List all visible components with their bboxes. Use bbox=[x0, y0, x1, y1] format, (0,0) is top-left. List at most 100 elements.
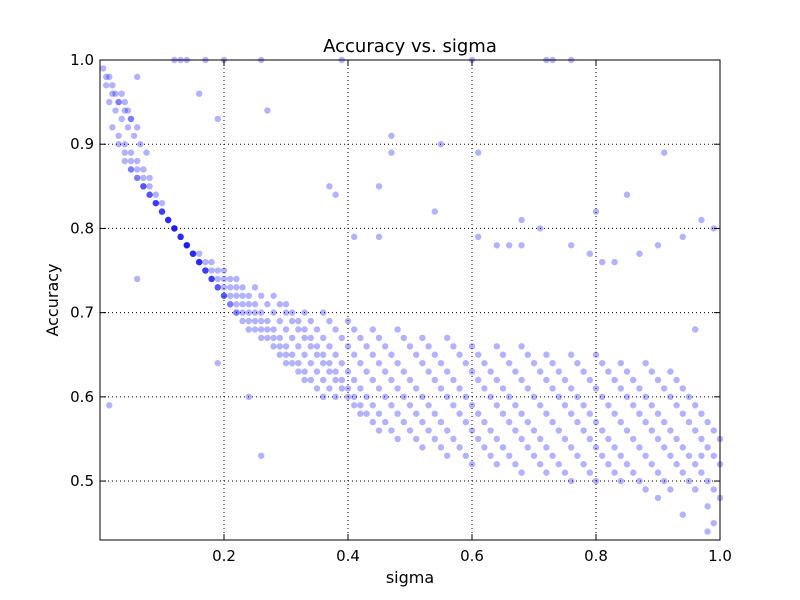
axis-ticks: 0.2 0.4 0.6 0.8 1.0 0.5 0.6 0.7 0.8 0.9 1.0 bbox=[70, 51, 732, 565]
data-point bbox=[233, 301, 240, 308]
data-point bbox=[289, 309, 296, 316]
data-point bbox=[592, 351, 600, 358]
x-tick-label: 1.0 bbox=[708, 547, 732, 565]
data-point bbox=[320, 334, 327, 342]
data-point bbox=[307, 359, 314, 367]
data-point bbox=[661, 418, 668, 426]
data-point bbox=[140, 166, 147, 173]
data-point bbox=[617, 477, 624, 485]
data-point bbox=[704, 528, 711, 535]
data-point bbox=[112, 90, 119, 97]
data-point bbox=[599, 258, 606, 266]
data-point bbox=[685, 393, 693, 401]
data-point bbox=[109, 82, 116, 89]
data-point bbox=[679, 385, 686, 392]
data-point bbox=[351, 402, 358, 409]
data-point bbox=[642, 393, 649, 401]
data-point bbox=[282, 326, 290, 333]
data-point bbox=[642, 486, 649, 493]
data-point bbox=[636, 444, 643, 451]
data-point bbox=[580, 368, 587, 375]
data-point bbox=[344, 393, 352, 401]
data-point bbox=[654, 494, 662, 502]
data-point bbox=[338, 334, 345, 342]
data-point bbox=[524, 444, 531, 451]
data-point bbox=[369, 351, 376, 358]
data-point bbox=[307, 317, 314, 325]
data-point bbox=[685, 452, 693, 459]
data-point bbox=[493, 402, 500, 409]
data-point bbox=[444, 334, 451, 342]
data-point bbox=[568, 351, 575, 358]
data-point bbox=[611, 258, 618, 266]
data-point bbox=[258, 326, 265, 333]
data-point bbox=[99, 65, 107, 72]
data-point bbox=[475, 435, 482, 443]
data-point bbox=[382, 418, 389, 426]
data-point bbox=[282, 309, 290, 316]
data-point bbox=[189, 250, 197, 257]
data-point bbox=[121, 107, 128, 114]
data-point bbox=[704, 503, 711, 510]
data-point bbox=[537, 461, 544, 468]
data-point bbox=[623, 368, 631, 375]
data-point bbox=[363, 410, 370, 417]
data-point bbox=[518, 216, 525, 224]
data-point bbox=[344, 343, 352, 350]
data-point bbox=[165, 216, 172, 224]
data-point bbox=[332, 376, 339, 384]
data-point bbox=[431, 376, 438, 384]
data-point bbox=[456, 410, 463, 417]
data-point bbox=[208, 275, 215, 283]
data-point bbox=[462, 393, 469, 401]
data-point bbox=[134, 157, 141, 165]
data-point bbox=[171, 225, 178, 232]
data-point bbox=[103, 73, 110, 81]
data-point bbox=[313, 343, 321, 350]
data-point bbox=[363, 368, 370, 375]
data-point bbox=[456, 351, 463, 358]
data-point bbox=[326, 385, 333, 392]
data-point bbox=[127, 149, 135, 156]
data-point bbox=[233, 309, 240, 316]
data-point bbox=[537, 368, 544, 375]
data-point bbox=[487, 393, 494, 401]
data-point bbox=[698, 452, 705, 459]
data-point bbox=[375, 385, 383, 392]
data-point bbox=[431, 410, 438, 417]
data-point bbox=[394, 410, 401, 417]
data-point bbox=[258, 309, 265, 316]
data-point bbox=[648, 368, 655, 375]
data-point bbox=[165, 216, 172, 224]
data-point bbox=[475, 233, 482, 241]
data-point bbox=[245, 317, 252, 325]
data-point bbox=[301, 326, 308, 333]
data-point bbox=[661, 149, 668, 156]
data-point bbox=[437, 359, 445, 367]
data-point bbox=[369, 418, 376, 426]
data-point bbox=[270, 292, 277, 299]
data-point bbox=[146, 174, 153, 182]
data-point bbox=[106, 73, 113, 81]
data-point bbox=[140, 183, 147, 190]
data-point bbox=[146, 191, 153, 198]
data-point bbox=[134, 73, 141, 81]
data-point bbox=[196, 258, 203, 266]
data-point bbox=[326, 368, 333, 375]
data-point bbox=[481, 418, 488, 426]
data-point bbox=[623, 393, 631, 401]
data-point bbox=[326, 317, 333, 325]
data-point bbox=[425, 402, 432, 409]
data-point bbox=[270, 334, 277, 342]
data-point bbox=[357, 402, 364, 409]
data-point bbox=[375, 183, 383, 190]
data-point bbox=[419, 359, 426, 367]
data-point bbox=[555, 461, 562, 468]
data-point bbox=[487, 452, 494, 459]
data-point bbox=[369, 402, 376, 409]
data-point bbox=[437, 385, 445, 392]
data-point bbox=[369, 376, 376, 384]
data-point bbox=[295, 317, 302, 325]
data-point bbox=[276, 334, 283, 342]
data-point bbox=[419, 334, 426, 342]
